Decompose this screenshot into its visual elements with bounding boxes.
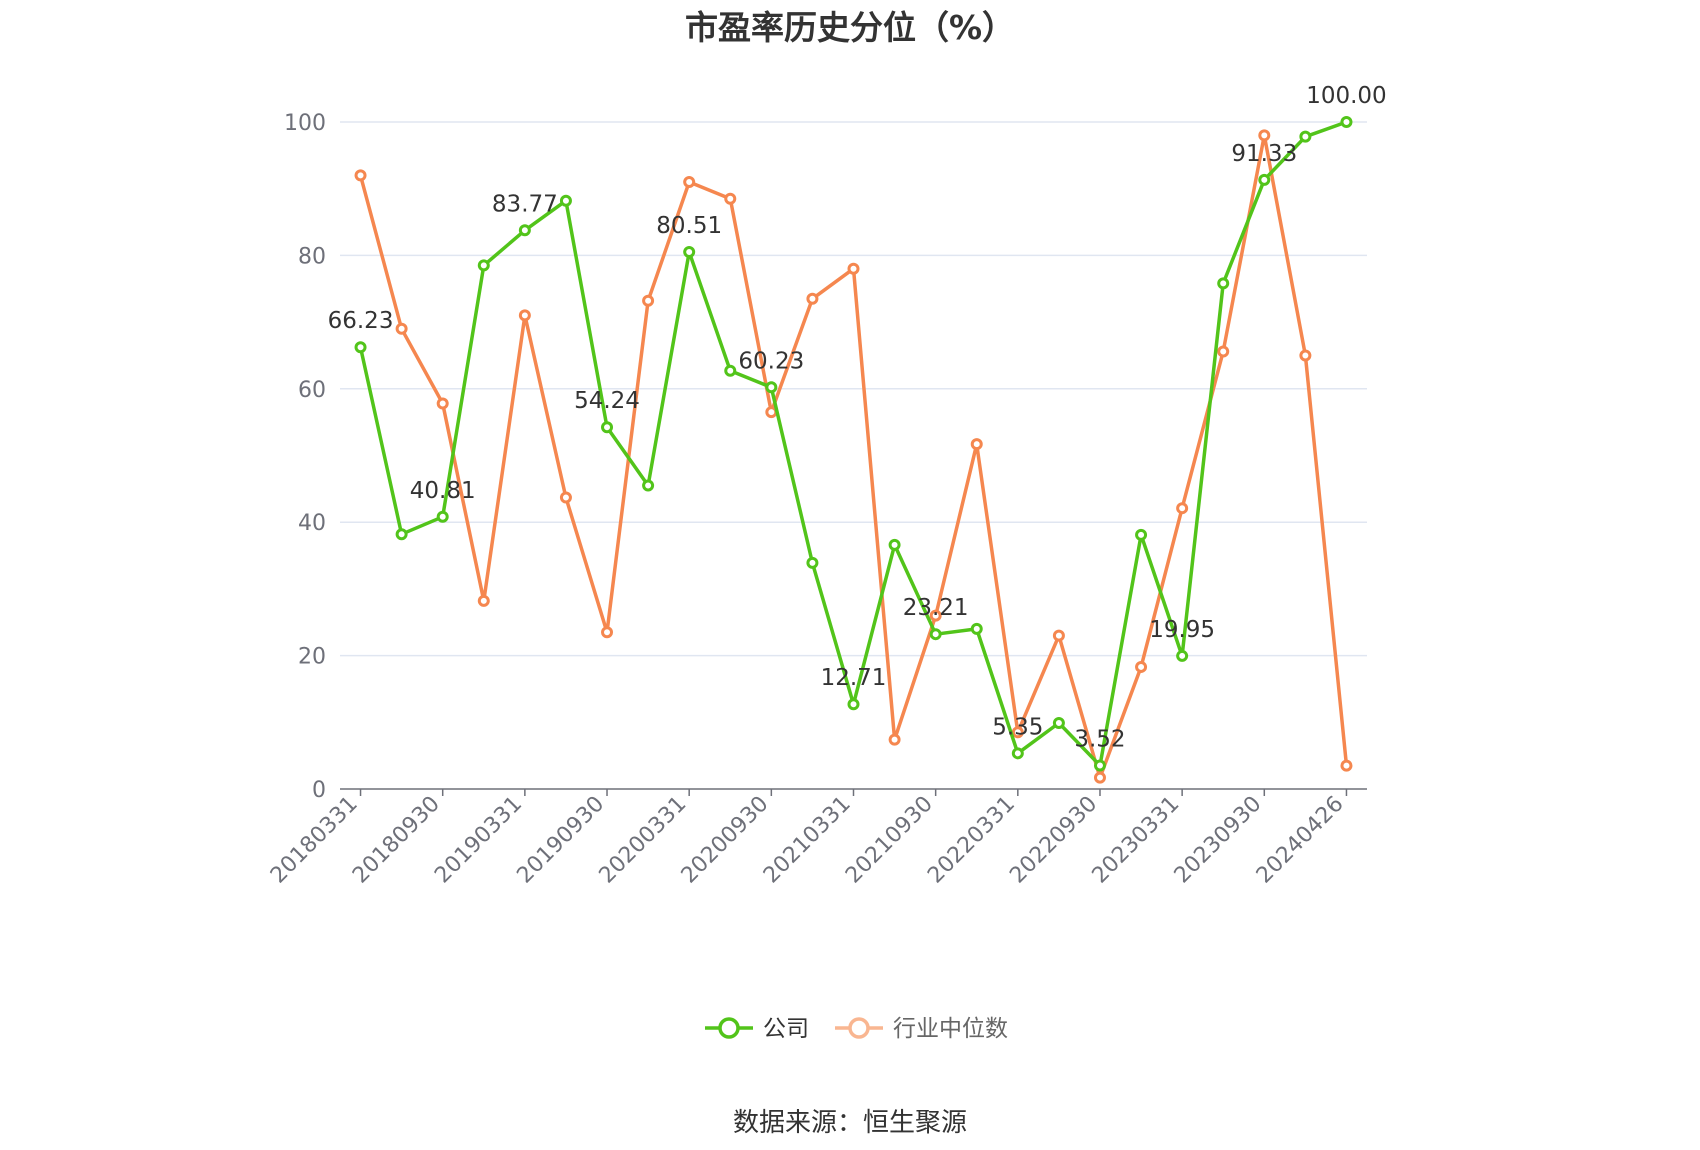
data-point <box>806 292 819 305</box>
data-labels: 66.23 40.81 83.77 54.24 80.51 60.23 12.71 23.21… <box>328 83 1387 753</box>
x-tick-label: 20240426 <box>1252 792 1349 889</box>
data-point <box>888 538 901 551</box>
data-point <box>1217 345 1230 358</box>
data-source: 数据来源：恒生聚源 <box>733 1108 967 1138</box>
data-point <box>518 224 531 237</box>
data-point <box>1093 771 1106 784</box>
data-point <box>1340 116 1353 128</box>
x-tick-label: 20180331 <box>266 792 363 889</box>
data-label: 12.71 <box>821 665 887 691</box>
x-tick-label: 20180930 <box>348 792 445 889</box>
data-label: 40.81 <box>410 478 476 504</box>
data-point <box>1258 173 1271 186</box>
series-layer <box>354 116 1353 784</box>
data-point <box>395 528 408 541</box>
data-label: 83.77 <box>492 191 558 217</box>
data-label: 60.23 <box>738 348 804 374</box>
x-tick-label: 20210930 <box>841 792 938 889</box>
x-tick-label: 20220930 <box>1005 792 1102 889</box>
data-point <box>1093 759 1106 772</box>
data-point <box>601 626 614 639</box>
data-label: 3.52 <box>1074 727 1125 753</box>
data-point <box>847 262 860 275</box>
data-point <box>395 322 408 335</box>
data-point <box>847 698 860 711</box>
data-point <box>436 510 449 523</box>
data-point <box>1340 759 1353 772</box>
data-point <box>477 594 490 607</box>
legend-label: 行业中位数 <box>893 1016 1008 1042</box>
legend[interactable]: 公司 行业中位数 <box>705 1016 1008 1042</box>
data-point <box>1176 502 1189 515</box>
data-point <box>765 381 778 394</box>
data-point <box>559 194 572 207</box>
data-label: 54.24 <box>574 388 640 414</box>
x-tick-label: 20230930 <box>1170 792 1267 889</box>
data-point <box>765 406 778 419</box>
legend-item-1[interactable]: 行业中位数 <box>835 1016 1008 1042</box>
data-point <box>1299 130 1312 143</box>
data-label: 91.33 <box>1231 141 1297 167</box>
data-point <box>1135 660 1148 673</box>
data-point <box>601 421 614 434</box>
legend-marker <box>848 1017 870 1039</box>
data-point <box>642 479 655 492</box>
data-point <box>1299 349 1312 362</box>
legend-label: 公司 <box>763 1016 809 1042</box>
data-label: 5.35 <box>992 714 1043 740</box>
data-label: 80.51 <box>656 213 722 239</box>
data-point <box>1217 277 1230 290</box>
data-point <box>970 622 983 635</box>
data-point <box>1258 129 1271 142</box>
data-point <box>724 192 737 205</box>
data-point <box>1052 716 1065 729</box>
x-tick-label: 20210331 <box>759 792 856 889</box>
data-point <box>518 309 531 322</box>
data-point <box>354 341 367 354</box>
x-tick-label: 20190331 <box>430 792 527 889</box>
data-point <box>1052 629 1065 642</box>
chart-title: 市盈率历史分位（%） <box>685 8 1015 47</box>
legend-marker <box>718 1017 740 1039</box>
data-label: 23.21 <box>903 595 969 621</box>
data-point <box>354 169 367 182</box>
data-point <box>436 397 449 410</box>
x-tick-label: 20230331 <box>1088 792 1185 889</box>
data-label: 100.00 <box>1306 83 1386 109</box>
x-tick-label: 20200930 <box>677 792 774 889</box>
data-point <box>970 438 983 451</box>
data-point <box>1011 747 1024 760</box>
y-tick-label: 100 <box>284 111 326 136</box>
data-point <box>477 259 490 272</box>
y-tick-label: 60 <box>298 378 326 403</box>
data-point <box>724 364 737 377</box>
data-point <box>1011 726 1024 739</box>
y-tick-label: 0 <box>312 778 326 803</box>
x-tick-label: 20190930 <box>512 792 609 889</box>
legend-item-0[interactable]: 公司 <box>705 1016 809 1042</box>
data-point <box>683 245 696 258</box>
x-tick-label: 20200331 <box>595 792 692 889</box>
data-point <box>559 491 572 504</box>
data-label: 66.23 <box>328 308 394 334</box>
data-point <box>1135 528 1148 541</box>
data-point <box>683 176 696 189</box>
data-point <box>888 733 901 746</box>
data-point <box>806 556 819 569</box>
data-point <box>929 609 942 622</box>
x-tick-label: 20220331 <box>923 792 1020 889</box>
data-label: 19.95 <box>1149 617 1215 643</box>
y-tick-label: 40 <box>298 511 326 536</box>
data-point <box>642 294 655 307</box>
y-tick-label: 80 <box>298 244 326 269</box>
data-point <box>929 628 942 641</box>
y-tick-label: 20 <box>298 645 326 670</box>
data-point <box>1176 649 1189 662</box>
